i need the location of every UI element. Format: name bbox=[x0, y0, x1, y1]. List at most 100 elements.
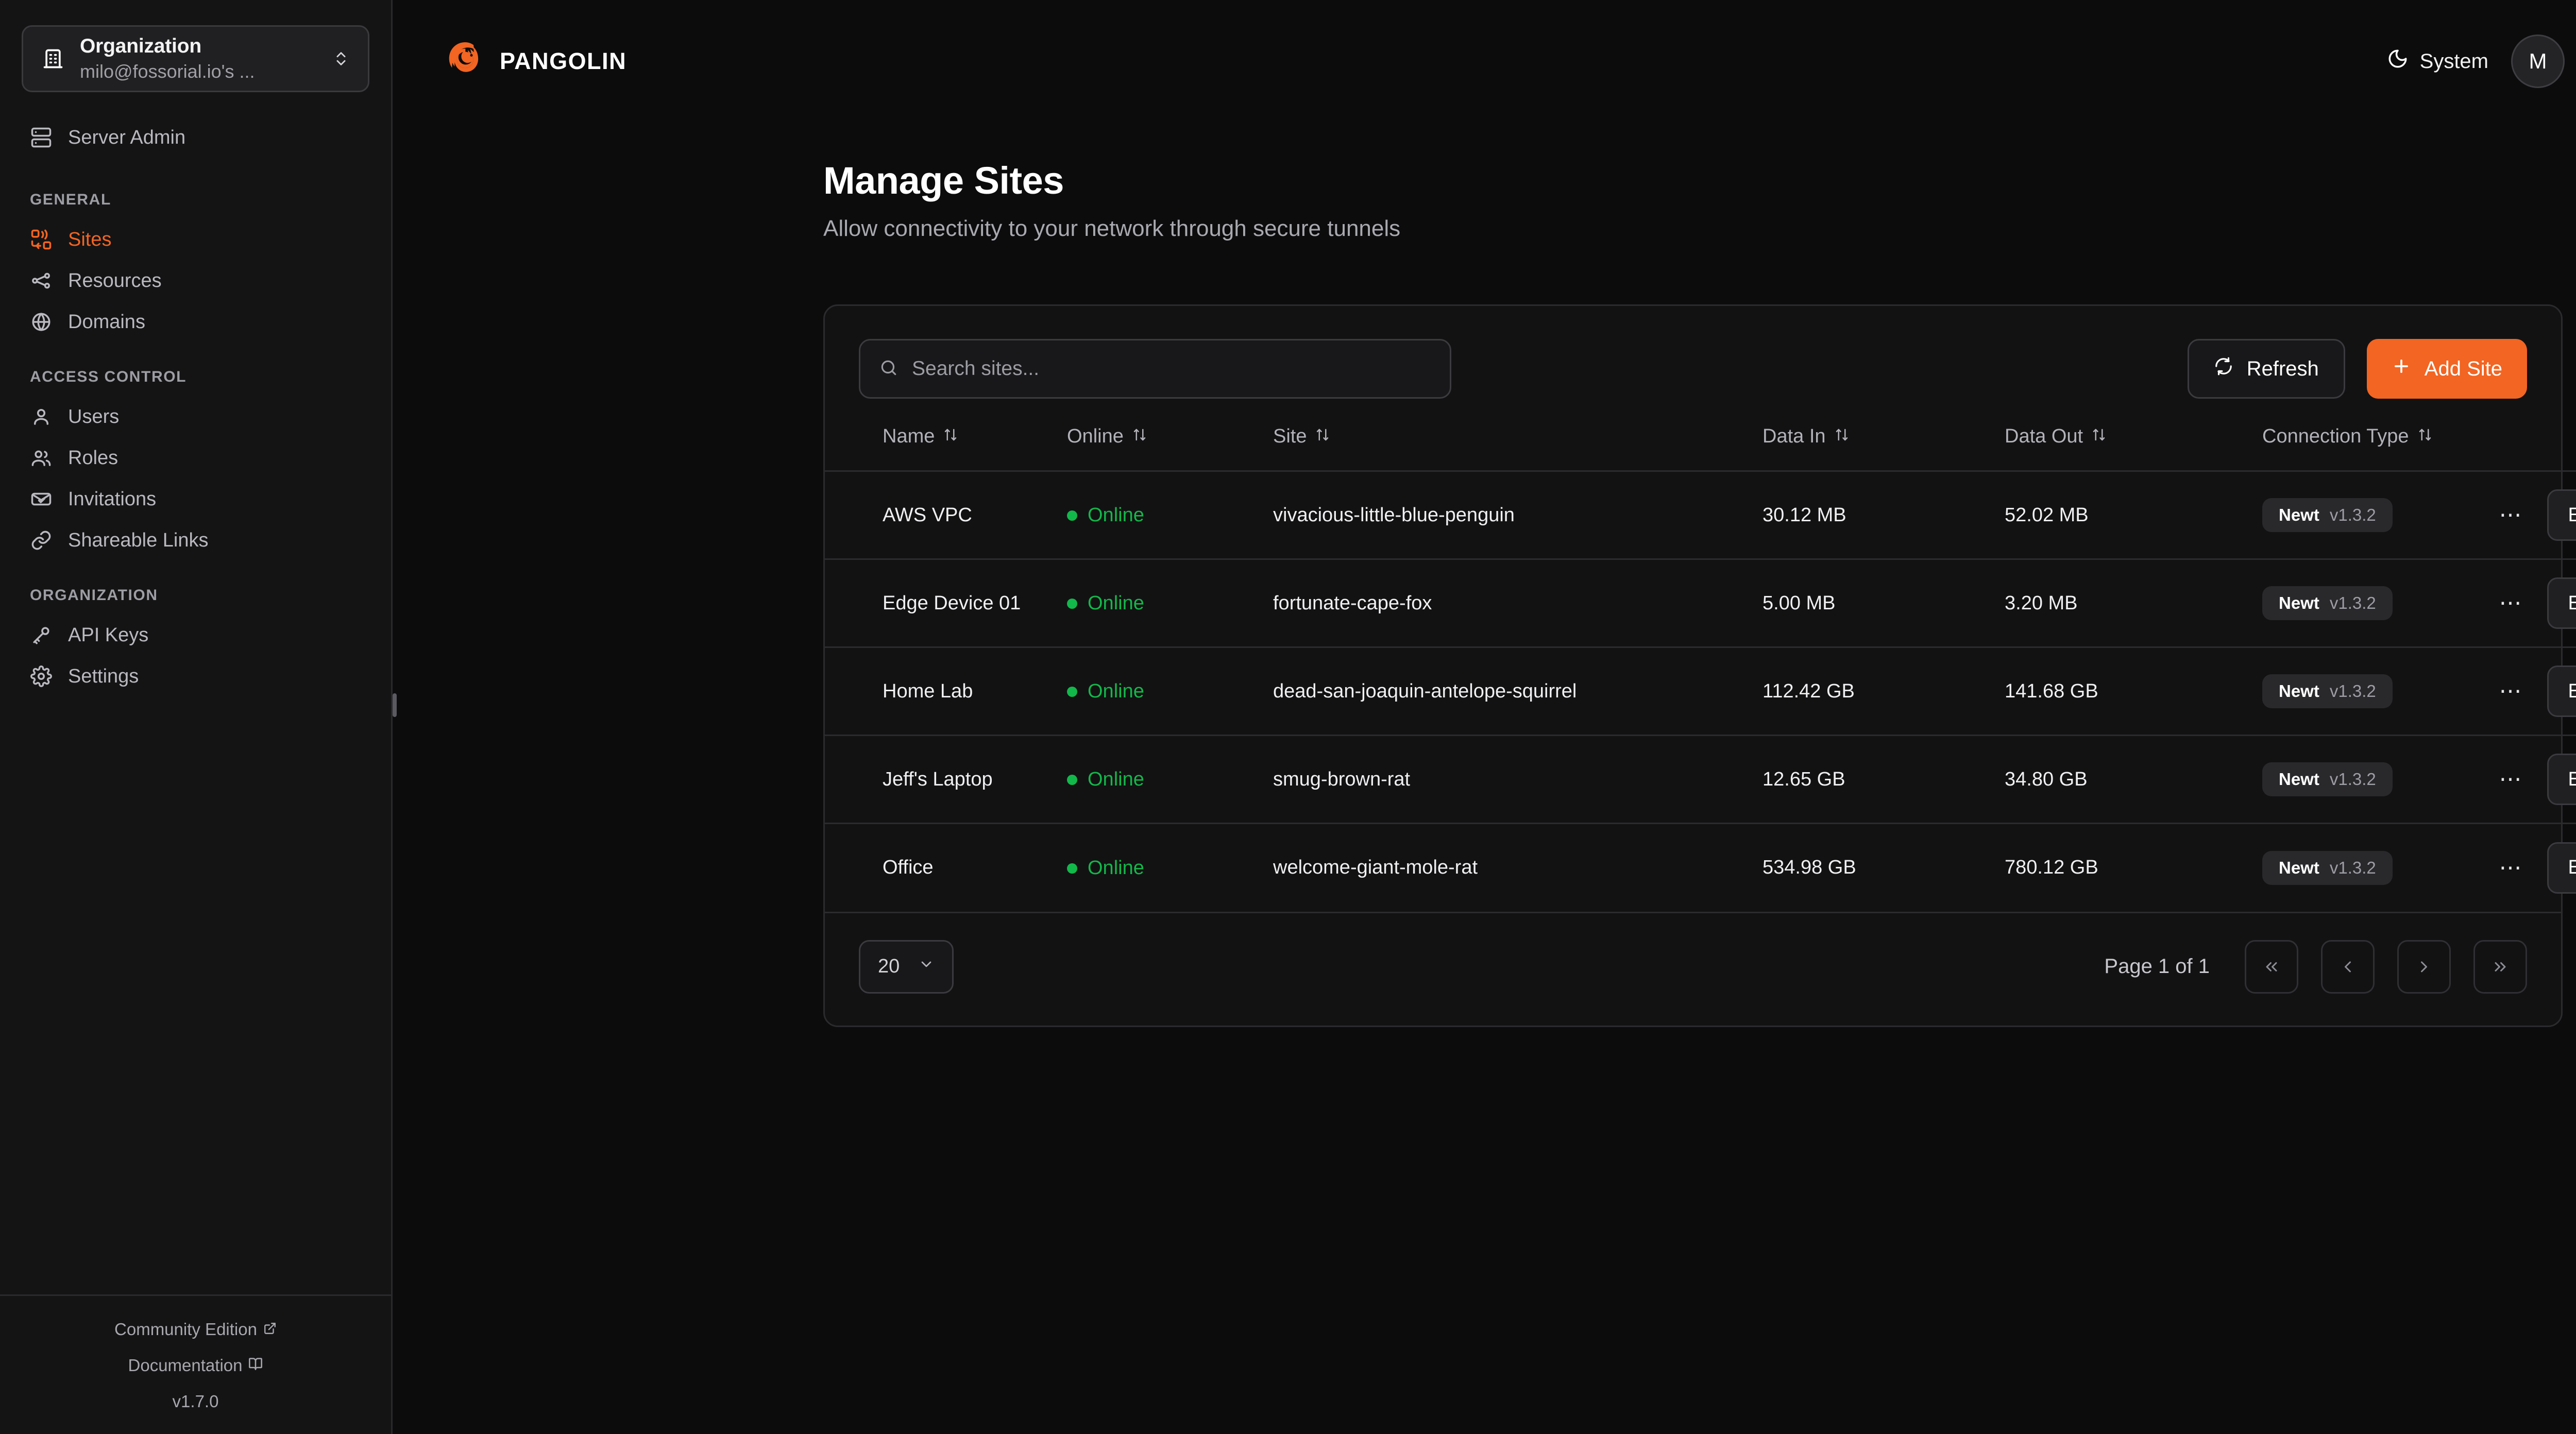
column-header-name[interactable]: Name bbox=[825, 425, 1067, 471]
edit-button[interactable]: Edit bbox=[2547, 665, 2576, 717]
edit-label: Edit bbox=[2568, 857, 2576, 879]
cell-data-out: 780.12 GB bbox=[2005, 823, 2262, 912]
sort-icon bbox=[2091, 425, 2107, 448]
column-header-data-in[interactable]: Data In bbox=[1762, 425, 2005, 471]
cell-data-in: 5.00 MB bbox=[1762, 558, 2005, 647]
key-icon bbox=[30, 624, 53, 646]
cell-data-in: 534.98 GB bbox=[1762, 823, 2005, 912]
edit-button[interactable]: Edit bbox=[2547, 754, 2576, 805]
users-icon bbox=[30, 447, 53, 469]
cell-site: vivacious-little-blue-penguin bbox=[1273, 470, 1762, 559]
next-page-button[interactable] bbox=[2397, 940, 2451, 994]
edit-button[interactable]: Edit bbox=[2547, 489, 2576, 541]
cell-site: dead-san-joaquin-antelope-squirrel bbox=[1273, 646, 1762, 736]
sidebar-item-api-keys[interactable]: API Keys bbox=[0, 614, 391, 656]
column-header-connection-type[interactable]: Connection Type bbox=[2262, 425, 2576, 471]
refresh-icon bbox=[2214, 356, 2233, 381]
org-switcher[interactable]: Organization milo@fossorial.io's ... bbox=[22, 25, 369, 92]
column-header-data-out[interactable]: Data Out bbox=[2005, 425, 2262, 471]
connection-type-name: Newt bbox=[2279, 858, 2319, 877]
row-more-actions-icon[interactable]: ⋯ bbox=[2499, 502, 2523, 528]
sidebar-item-users[interactable]: Users bbox=[0, 396, 391, 437]
column-header-online[interactable]: Online bbox=[1067, 425, 1273, 471]
row-more-actions-icon[interactable]: ⋯ bbox=[2499, 590, 2523, 616]
table-row[interactable]: Edge Device 01 Online fortunate-cape-fox 5.… bbox=[825, 558, 2576, 647]
column-header-site[interactable]: Site bbox=[1273, 425, 1762, 471]
documentation-link[interactable]: Documentation bbox=[0, 1356, 391, 1375]
avatar[interactable]: M bbox=[2511, 35, 2565, 88]
sidebar-item-label: Invitations bbox=[68, 488, 157, 510]
table-row[interactable]: Home Lab Online dead-san-joaquin-antelope-… bbox=[825, 646, 2576, 736]
refresh-label: Refresh bbox=[2246, 357, 2319, 380]
topbar: PANGOLIN System M bbox=[393, 0, 2576, 123]
sidebar-item-server-admin[interactable]: Server Admin bbox=[0, 117, 391, 158]
connection-type-badge: Newt v1.3.2 bbox=[2262, 498, 2393, 532]
sidebar-item-label: Roles bbox=[68, 447, 118, 469]
connection-type-version: v1.3.2 bbox=[2329, 505, 2376, 524]
connection-type-badge: Newt v1.3.2 bbox=[2262, 586, 2393, 620]
row-more-actions-icon[interactable]: ⋯ bbox=[2499, 678, 2523, 704]
brand[interactable]: PANGOLIN bbox=[442, 38, 626, 86]
refresh-button[interactable]: Refresh bbox=[2187, 339, 2345, 399]
avatar-initial: M bbox=[2529, 49, 2547, 73]
search-placeholder: Search sites... bbox=[912, 357, 1040, 380]
brand-name: PANGOLIN bbox=[500, 48, 627, 74]
connection-type-name: Newt bbox=[2279, 593, 2319, 612]
search-icon bbox=[879, 358, 899, 380]
cell-data-in: 12.65 GB bbox=[1762, 735, 2005, 824]
connection-type-version: v1.3.2 bbox=[2329, 770, 2376, 789]
sidebar-item-label: Settings bbox=[68, 665, 139, 687]
status-dot-icon bbox=[1067, 774, 1077, 785]
first-page-button[interactable] bbox=[2245, 940, 2298, 994]
edit-button[interactable]: Edit bbox=[2547, 842, 2576, 894]
table-header-row: Name Online bbox=[825, 425, 2576, 471]
sidebar-item-invitations[interactable]: Invitations bbox=[0, 479, 391, 520]
community-edition-label: Community Edition bbox=[114, 1320, 257, 1339]
sidebar-item-label: Domains bbox=[68, 311, 145, 333]
community-edition-link[interactable]: Community Edition bbox=[0, 1320, 391, 1339]
main-content: PANGOLIN System M Manage Sites Allow bbox=[393, 0, 2576, 1434]
search-input[interactable]: Search sites... bbox=[859, 339, 1451, 399]
sidebar-item-label: API Keys bbox=[68, 624, 149, 646]
add-site-button[interactable]: Add Site bbox=[2366, 339, 2527, 399]
external-link-icon bbox=[263, 1320, 277, 1339]
sidebar-item-settings[interactable]: Settings bbox=[0, 656, 391, 697]
status-badge: Online bbox=[1067, 769, 1144, 791]
sidebar-item-roles[interactable]: Roles bbox=[0, 437, 391, 479]
row-more-actions-icon[interactable]: ⋯ bbox=[2499, 855, 2523, 880]
pangolin-logo-icon bbox=[442, 38, 487, 86]
previous-page-button[interactable] bbox=[2321, 940, 2375, 994]
edit-button[interactable]: Edit bbox=[2547, 577, 2576, 629]
status-badge: Online bbox=[1067, 857, 1144, 879]
sidebar-nav: Server Admin GENERAL Sites bbox=[0, 117, 391, 697]
sidebar-item-shareable-links[interactable]: Shareable Links bbox=[0, 520, 391, 561]
connection-type-name: Newt bbox=[2279, 505, 2319, 524]
sidebar-item-label: Server Admin bbox=[68, 126, 186, 148]
status-dot-icon bbox=[1067, 863, 1077, 874]
row-more-actions-icon[interactable]: ⋯ bbox=[2499, 766, 2523, 792]
version-label: v1.7.0 bbox=[172, 1392, 219, 1411]
edit-label: Edit bbox=[2568, 768, 2576, 790]
edit-label: Edit bbox=[2568, 680, 2576, 702]
last-page-button[interactable] bbox=[2473, 940, 2527, 994]
connection-type-name: Newt bbox=[2279, 681, 2319, 701]
sidebar-item-sites[interactable]: Sites bbox=[0, 219, 391, 260]
sidebar-item-domains[interactable]: Domains bbox=[0, 301, 391, 343]
documentation-label: Documentation bbox=[128, 1356, 243, 1375]
status-badge: Online bbox=[1067, 504, 1144, 526]
sidebar-item-label: Users bbox=[68, 405, 120, 428]
page-size-value: 20 bbox=[878, 955, 900, 977]
page-indicator: Page 1 of 1 bbox=[2104, 955, 2210, 978]
sidebar-resize-handle[interactable] bbox=[393, 693, 397, 717]
theme-toggle[interactable]: System bbox=[2387, 48, 2488, 75]
page-size-select[interactable]: 20 bbox=[859, 940, 954, 994]
table-row[interactable]: AWS VPC Online vivacious-little-blue-pengu… bbox=[825, 470, 2576, 559]
cell-data-in: 30.12 MB bbox=[1762, 470, 2005, 559]
chevron-up-down-icon bbox=[331, 50, 351, 67]
table-row[interactable]: Jeff's Laptop Online smug-brown-rat 12.65 G… bbox=[825, 735, 2576, 824]
connection-type-badge: Newt v1.3.2 bbox=[2262, 850, 2393, 885]
status-badge: Online bbox=[1067, 592, 1144, 614]
table-row[interactable]: Office Online welcome-giant-mole-rat 534.98… bbox=[825, 823, 2576, 912]
sidebar-item-resources[interactable]: Resources bbox=[0, 260, 391, 301]
sites-card: Search sites... Refresh bbox=[823, 304, 2576, 1027]
